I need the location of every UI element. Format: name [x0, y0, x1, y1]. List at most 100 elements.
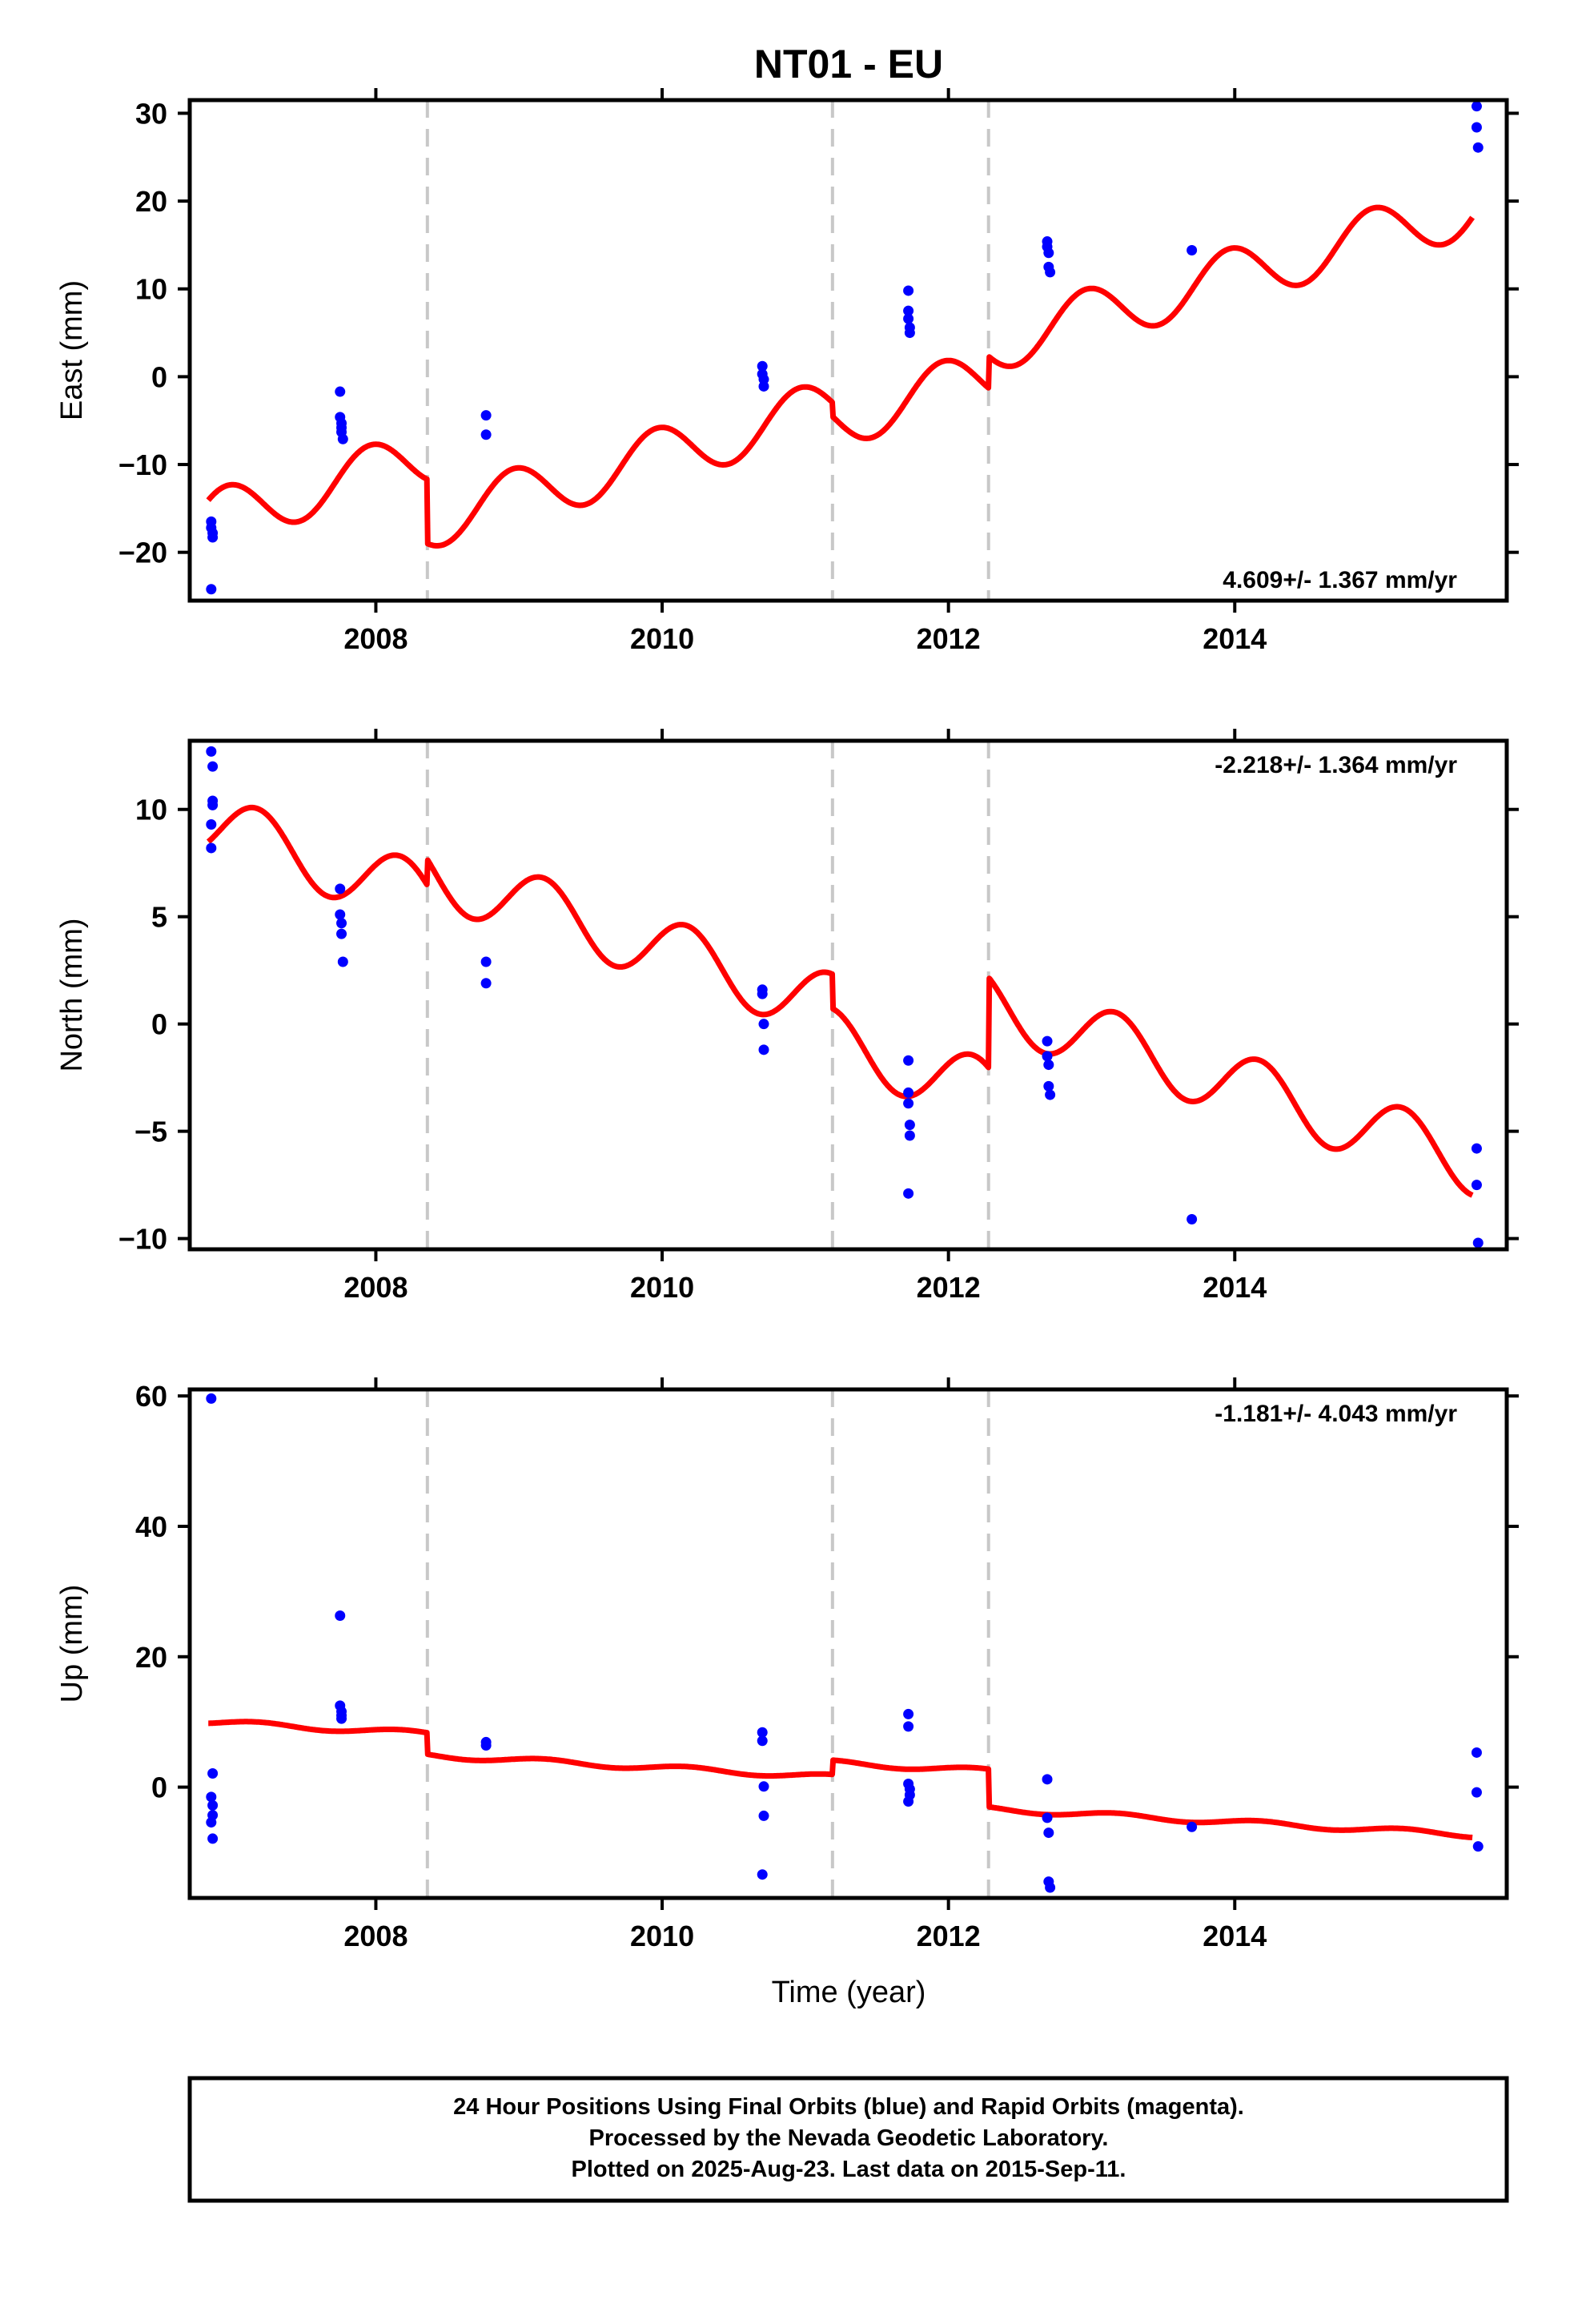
x-tick-label: 2010: [630, 1271, 694, 1304]
data-point: [1186, 1213, 1198, 1224]
data-point: [335, 386, 346, 397]
velocity-annotation: 4.609+/- 1.367 mm/yr: [1223, 567, 1457, 593]
plot-frame: [187, 1387, 1509, 1900]
footer-line-3: Plotted on 2025-Aug-23. Last data on 201…: [572, 2157, 1126, 2182]
data-point: [336, 918, 347, 929]
data-point: [904, 1130, 915, 1141]
data-point: [1042, 1774, 1053, 1785]
data-point: [206, 584, 217, 595]
data-point: [337, 956, 348, 967]
model-curve: [206, 204, 1475, 549]
x-tick-label: 2010: [630, 622, 694, 655]
data-point: [757, 1727, 768, 1738]
data-point: [903, 1708, 914, 1719]
data-point: [1472, 1237, 1484, 1248]
data-point: [206, 842, 217, 854]
footer-box: 24 Hour Positions Using Final Orbits (bl…: [187, 2076, 1509, 2203]
y-tick-label: 20: [135, 1641, 167, 1674]
y-axis-label: East (mm): [55, 280, 89, 420]
y-tick-label: −10: [118, 448, 167, 481]
y-tick-label: 0: [151, 1008, 167, 1041]
data-point: [1471, 122, 1482, 133]
data-point: [1042, 1812, 1053, 1823]
data-point: [206, 818, 217, 830]
data-point: [207, 799, 219, 810]
y-tick-label: 5: [151, 901, 167, 934]
data-point: [480, 410, 492, 421]
data-point: [1186, 1821, 1198, 1832]
data-point: [1043, 1059, 1054, 1071]
data-point: [1471, 1143, 1482, 1154]
data-point: [207, 1799, 219, 1811]
plot-frame: [187, 738, 1509, 1252]
data-point: [903, 313, 914, 324]
data-point: [1472, 142, 1484, 153]
y-tick-label: 10: [135, 273, 167, 306]
y-tick-label: −5: [135, 1116, 167, 1148]
footer-line-2: Processed by the Nevada Geodetic Laborat…: [589, 2125, 1109, 2151]
x-tick-label: 2014: [1203, 622, 1267, 655]
data-point: [480, 1740, 492, 1751]
data-point: [480, 956, 492, 967]
data-point: [757, 360, 768, 372]
y-axis-label: Up (mm): [55, 1585, 89, 1703]
y-axis-label: North (mm): [55, 918, 89, 1072]
x-tick-label: 2008: [343, 1920, 408, 1952]
x-tick-label: 2012: [917, 1271, 981, 1304]
data-point: [206, 1393, 217, 1404]
data-point: [1045, 1882, 1056, 1893]
data-point: [206, 746, 217, 757]
data-point: [758, 1019, 769, 1030]
x-axis-label: Time (year): [772, 1976, 926, 2009]
x-tick-label: 2014: [1203, 1271, 1267, 1304]
y-tick-label: 60: [135, 1380, 167, 1413]
data-point: [1471, 1180, 1482, 1191]
data-point: [335, 1610, 346, 1621]
data-point: [1042, 1051, 1053, 1062]
data-point: [903, 1796, 914, 1807]
data-point: [335, 883, 346, 895]
data-point: [335, 909, 346, 920]
plot-frame: [187, 98, 1509, 603]
x-tick-label: 2008: [343, 622, 408, 655]
data-point: [757, 1735, 768, 1747]
panel-2: 2008 2010 2012 2014 0 20 40 60 Up (mm) -1.181+/- …: [55, 1377, 1519, 1952]
data-point: [758, 380, 769, 392]
data-point: [337, 433, 348, 444]
x-tick-label: 2008: [343, 1271, 408, 1304]
data-point: [903, 1087, 914, 1098]
data-point: [207, 1768, 219, 1779]
data-point: [1043, 1827, 1054, 1839]
data-point: [207, 532, 219, 543]
data-point: [1186, 245, 1198, 255]
data-point: [206, 1791, 217, 1803]
data-point: [758, 1781, 769, 1792]
footer-line-1: 24 Hour Positions Using Final Orbits (bl…: [453, 2094, 1244, 2120]
data-point: [1471, 1787, 1482, 1798]
x-tick-label: 2010: [630, 1920, 694, 1952]
data-point: [757, 1869, 768, 1880]
data-point: [480, 429, 492, 440]
y-tick-label: 0: [151, 360, 167, 393]
data-point: [207, 761, 219, 772]
x-tick-label: 2012: [917, 1920, 981, 1952]
data-point: [758, 1810, 769, 1821]
data-point: [903, 285, 914, 296]
y-tick-label: 40: [135, 1510, 167, 1543]
panel-0: 2008 2010 2012 2014 −20 −10 0 10 20 30 East (mm) 4.…: [55, 88, 1519, 655]
x-tick-label: 2012: [917, 622, 981, 655]
y-tick-label: 30: [135, 97, 167, 130]
data-point: [903, 305, 914, 316]
y-tick-label: −20: [118, 537, 167, 569]
data-point: [1471, 101, 1482, 112]
panel-1: 2008 2010 2012 2014 −10 −5 0 5 10 North (mm) -2.21…: [55, 729, 1519, 1304]
data-point: [480, 978, 492, 989]
data-point: [757, 988, 768, 999]
data-point: [1042, 1035, 1053, 1047]
y-tick-label: 0: [151, 1771, 167, 1804]
data-point: [904, 1120, 915, 1131]
data-point: [207, 1833, 219, 1844]
model-curve: [206, 1719, 1475, 1840]
data-point: [1045, 1089, 1056, 1100]
